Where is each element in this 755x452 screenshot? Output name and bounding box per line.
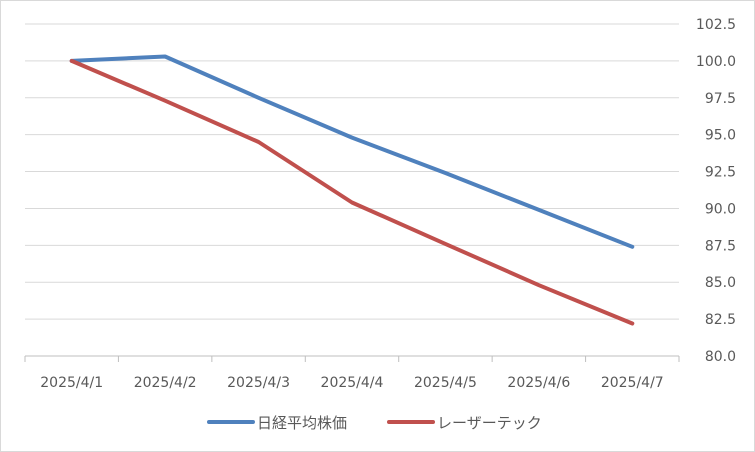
x-tick-label: 2025/4/1 xyxy=(40,375,103,391)
y-tick-label: 80.0 xyxy=(705,349,736,365)
legend-label-2: レーザーテック xyxy=(437,414,542,432)
x-tick-label: 2025/4/2 xyxy=(134,375,197,391)
y-tick-label: 102.5 xyxy=(696,17,736,33)
y-tick-label: 85.0 xyxy=(705,275,736,291)
x-axis-tick-labels: 2025/4/1 2025/4/2 2025/4/3 2025/4/4 2025/4/5… xyxy=(40,375,663,391)
y-tick-label: 87.5 xyxy=(705,238,736,254)
y-tick-label: 100.0 xyxy=(696,54,736,70)
y-tick-label: 90.0 xyxy=(705,201,736,217)
x-tick-label: 2025/4/4 xyxy=(321,375,384,391)
x-tick-label: 2025/4/3 xyxy=(227,375,290,391)
y-tick-label: 82.5 xyxy=(705,312,736,328)
series-line-1 xyxy=(69,54,635,249)
y-tick-label: 97.5 xyxy=(705,91,736,107)
legend: 日経平均株価 レーザーテック xyxy=(207,414,542,432)
legend-label-1: 日経平均株価 xyxy=(257,414,347,432)
x-tick-label: 2025/4/5 xyxy=(414,375,477,391)
x-axis xyxy=(24,355,680,362)
series-lines xyxy=(69,54,635,326)
gridlines xyxy=(25,23,679,320)
x-tick-label: 2025/4/7 xyxy=(601,375,664,391)
y-tick-label: 95.0 xyxy=(705,128,736,144)
x-tick-label: 2025/4/6 xyxy=(507,375,570,391)
y-tick-label: 92.5 xyxy=(705,165,736,181)
series-line-2 xyxy=(69,58,635,326)
y-axis-tick-labels: 80.0 82.5 85.0 87.5 90.0 92.5 95.0 97.5 100.0 102… xyxy=(696,17,736,365)
